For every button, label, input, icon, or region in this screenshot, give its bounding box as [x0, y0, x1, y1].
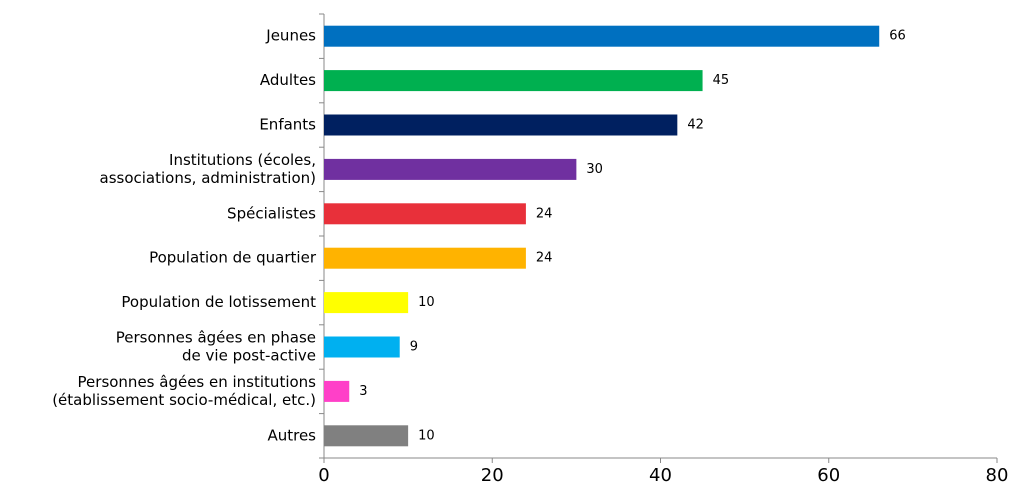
y-tick-label: Autres	[267, 426, 316, 444]
bar	[324, 247, 526, 269]
y-tick-label: Adultes	[260, 71, 316, 89]
bar	[324, 158, 577, 180]
y-tick-label: Population de quartier	[149, 249, 317, 267]
x-tick-label: 40	[649, 465, 672, 485]
y-tick-label: (établissement socio-médical, etc.)	[52, 391, 316, 409]
x-tick-label: 0	[318, 465, 329, 485]
value-label: 9	[410, 340, 418, 355]
y-tick-label: associations, administration)	[100, 169, 317, 187]
value-label: 45	[713, 73, 730, 88]
bar	[324, 380, 350, 402]
value-label: 24	[536, 206, 553, 221]
y-tick-label: Institutions (écoles,	[169, 151, 316, 169]
value-label: 42	[687, 118, 704, 133]
value-label: 66	[889, 29, 906, 44]
y-tick-label: Spécialistes	[227, 204, 316, 222]
y-tick-label: Personnes âgées en institutions	[78, 373, 317, 391]
y-tick-label: Population de lotissement	[121, 293, 316, 311]
x-tick-label: 20	[481, 465, 504, 485]
y-tick-label: de vie post-active	[182, 347, 316, 365]
bar	[324, 114, 678, 136]
x-tick-label: 80	[986, 465, 1009, 485]
value-label: 24	[536, 251, 553, 266]
value-label: 3	[359, 384, 367, 399]
bar	[324, 25, 880, 47]
value-label: 10	[418, 295, 435, 310]
y-tick-label: Jeunes	[265, 27, 316, 45]
bar	[324, 203, 526, 225]
bar	[324, 336, 400, 358]
x-tick-label: 60	[817, 465, 840, 485]
bar	[324, 292, 409, 314]
bar	[324, 425, 409, 447]
y-tick-label: Personnes âgées en phase	[116, 329, 316, 347]
bar	[324, 70, 703, 92]
value-label: 30	[586, 162, 603, 177]
value-label: 10	[418, 428, 435, 443]
y-tick-label: Enfants	[259, 116, 316, 134]
